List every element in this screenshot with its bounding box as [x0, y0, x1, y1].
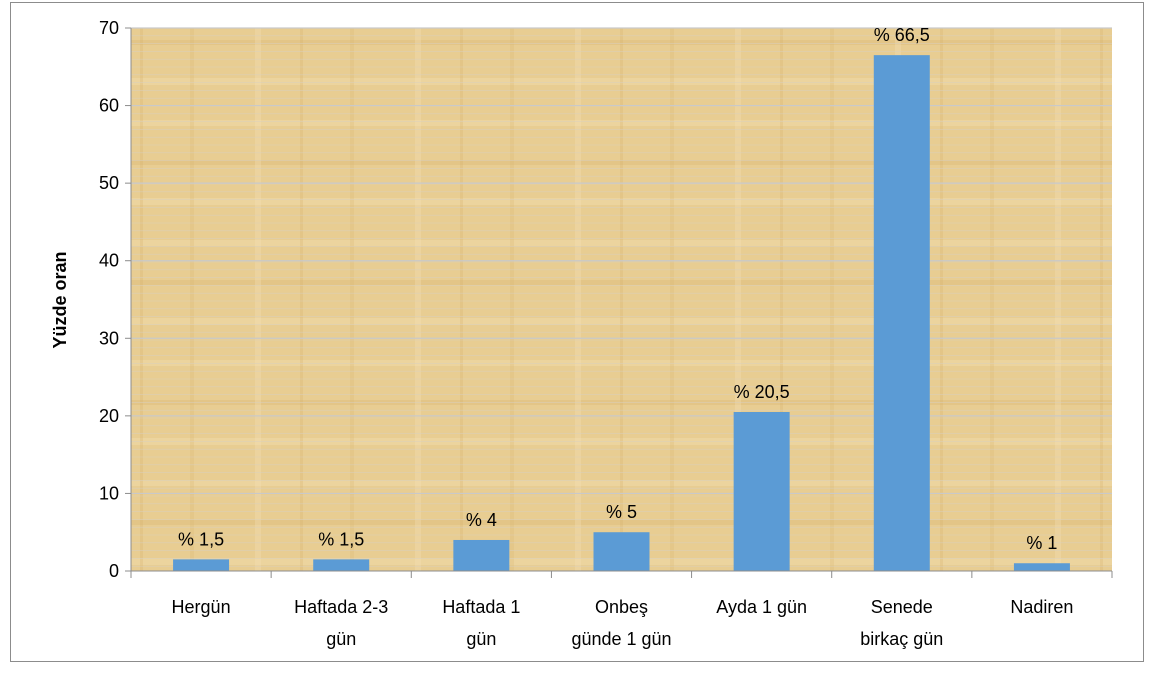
- plot-area: [131, 28, 1112, 571]
- bar: [593, 532, 650, 571]
- data-label: % 1,5: [178, 529, 224, 549]
- x-tick-label: Hergün: [172, 597, 231, 617]
- data-label: % 1: [1026, 533, 1057, 553]
- y-tick-label: 30: [99, 328, 119, 348]
- y-axis-title: Yüzde oran: [50, 251, 70, 348]
- y-tick-label: 50: [99, 173, 119, 193]
- gridlines: [131, 27, 1112, 567]
- x-tick-label: Ayda 1 gün: [716, 597, 807, 617]
- x-tick-label: birkaç gün: [860, 629, 943, 649]
- data-label: % 66,5: [874, 25, 930, 45]
- x-tick-label: Haftada 2-3: [294, 597, 388, 617]
- y-tick-label: 0: [109, 561, 119, 581]
- x-tick-label: gün: [326, 629, 356, 649]
- bar: [733, 411, 790, 571]
- axes: [125, 27, 1113, 578]
- x-tick-label: Onbeş: [595, 597, 648, 617]
- bar: [313, 559, 370, 571]
- y-tick-label: 40: [99, 251, 119, 271]
- data-label: % 4: [466, 510, 497, 530]
- x-tick-label: Senede: [871, 597, 933, 617]
- bar: [1013, 563, 1070, 571]
- y-tick-label: 20: [99, 406, 119, 426]
- y-tick-label: 10: [99, 483, 119, 503]
- x-tick-label: günde 1 gün: [571, 629, 671, 649]
- x-tick-label: gün: [466, 629, 496, 649]
- data-label: % 20,5: [734, 382, 790, 402]
- bars: [173, 55, 1070, 571]
- bar: [173, 559, 230, 571]
- x-tick-label: Haftada 1: [442, 597, 520, 617]
- labels: % 1,5 Hergün % 1,5 Haftada 2-3 gün % 4 Haftada…: [99, 18, 1073, 649]
- x-tick-label: Nadiren: [1010, 597, 1073, 617]
- y-tick-label: 70: [99, 18, 119, 38]
- data-label: % 5: [606, 502, 637, 522]
- bar: [873, 55, 930, 571]
- y-tick-label: 60: [99, 96, 119, 116]
- data-label: % 1,5: [318, 529, 364, 549]
- bar: [453, 539, 510, 571]
